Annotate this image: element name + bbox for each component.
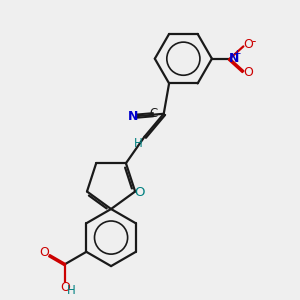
Text: N: N	[229, 52, 239, 65]
Text: O: O	[60, 281, 70, 294]
Text: O: O	[244, 38, 254, 51]
Text: H: H	[134, 137, 143, 150]
Text: C: C	[149, 107, 157, 120]
Text: N: N	[128, 110, 139, 123]
Text: -: -	[252, 35, 256, 48]
Text: H: H	[66, 284, 75, 297]
Text: +: +	[232, 49, 241, 59]
Text: O: O	[39, 246, 49, 259]
Text: O: O	[134, 186, 145, 199]
Text: O: O	[244, 66, 254, 79]
